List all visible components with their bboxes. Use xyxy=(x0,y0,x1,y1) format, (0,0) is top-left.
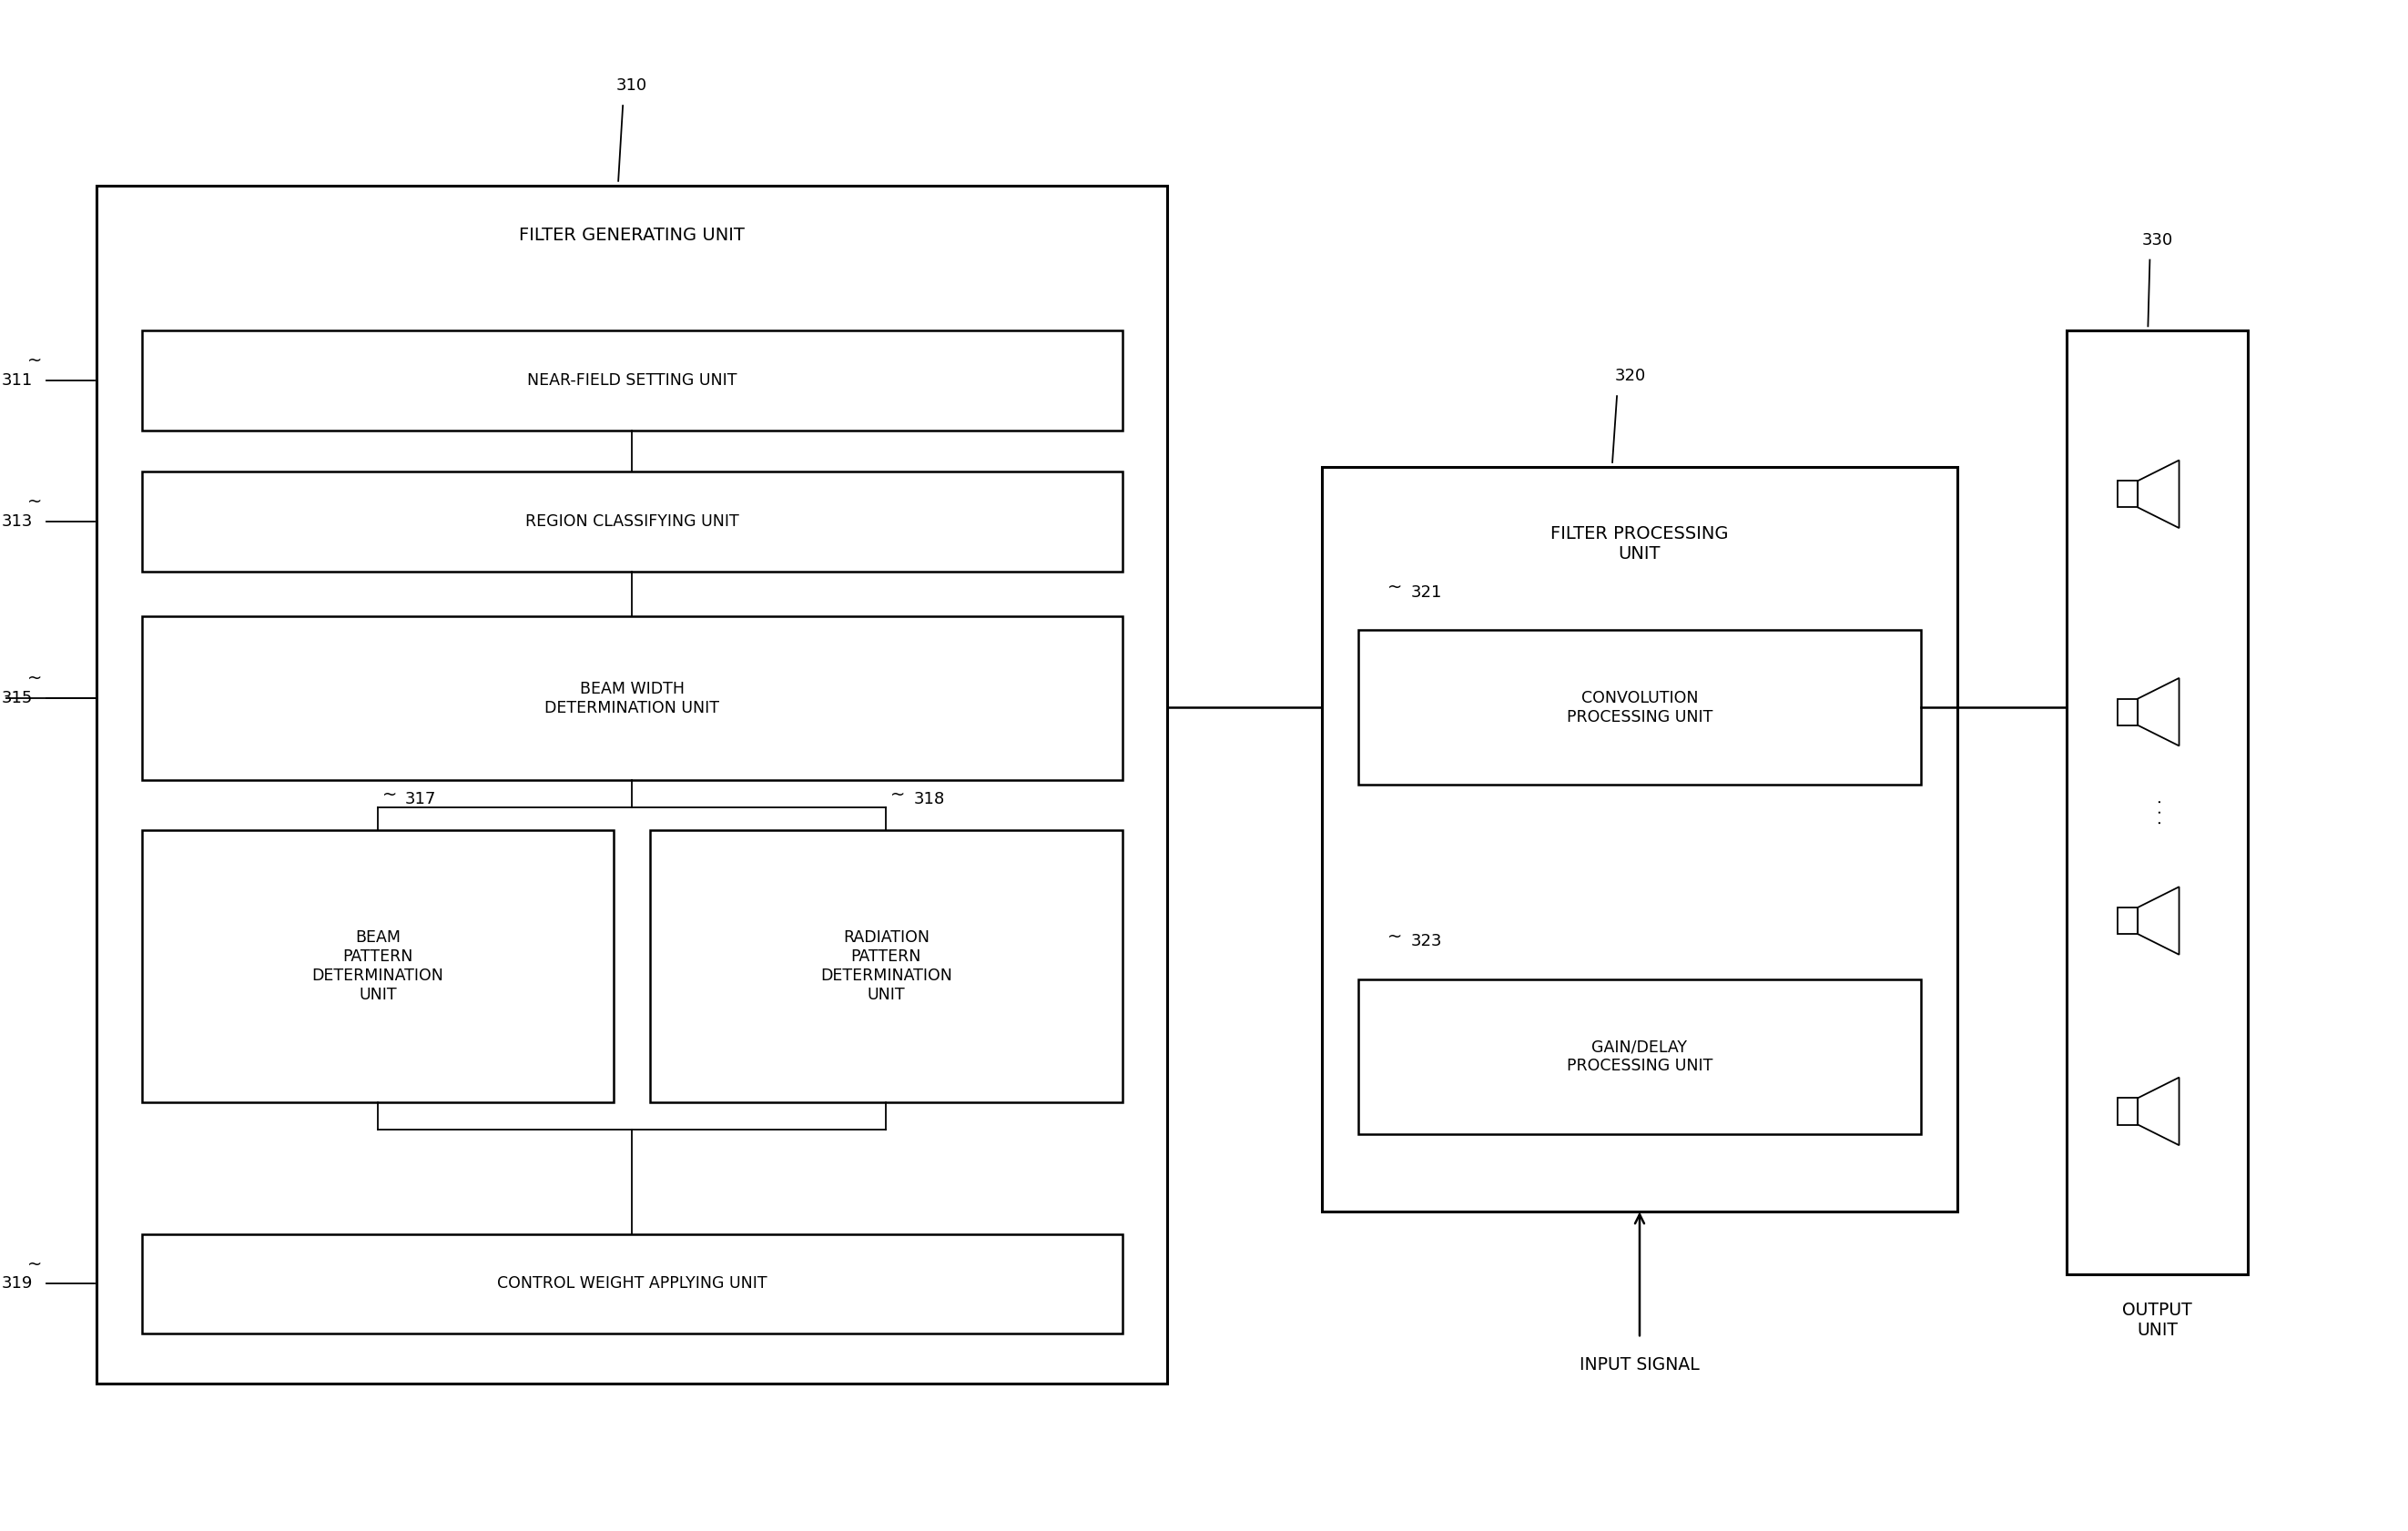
Text: CONTROL WEIGHT APPLYING UNIT: CONTROL WEIGHT APPLYING UNIT xyxy=(496,1275,766,1292)
Polygon shape xyxy=(2138,1078,2179,1145)
FancyBboxPatch shape xyxy=(650,830,1122,1102)
FancyBboxPatch shape xyxy=(142,1234,1122,1334)
Text: 323: 323 xyxy=(1411,934,1442,949)
Polygon shape xyxy=(2138,461,2179,528)
Text: INPUT SIGNAL: INPUT SIGNAL xyxy=(1580,1356,1700,1373)
Text: BEAM
PATTERN
DETERMINATION
UNIT: BEAM PATTERN DETERMINATION UNIT xyxy=(311,929,443,1003)
Text: ~: ~ xyxy=(1387,928,1401,946)
Text: REGION CLASSIFYING UNIT: REGION CLASSIFYING UNIT xyxy=(525,513,739,530)
Text: 330: 330 xyxy=(2141,231,2172,248)
Polygon shape xyxy=(2138,678,2179,746)
FancyBboxPatch shape xyxy=(142,830,614,1102)
Text: ~: ~ xyxy=(26,671,41,687)
Text: 317: 317 xyxy=(405,792,436,807)
Text: 321: 321 xyxy=(1411,583,1442,600)
FancyBboxPatch shape xyxy=(142,472,1122,571)
Text: 318: 318 xyxy=(913,792,944,807)
FancyBboxPatch shape xyxy=(142,331,1122,430)
Text: ~: ~ xyxy=(1387,579,1401,596)
Text: GAIN/DELAY
PROCESSING UNIT: GAIN/DELAY PROCESSING UNIT xyxy=(1568,1040,1712,1075)
Text: FILTER PROCESSING
UNIT: FILTER PROCESSING UNIT xyxy=(1551,525,1729,563)
Text: 315: 315 xyxy=(2,690,34,706)
Text: ~: ~ xyxy=(26,493,41,510)
Text: RADIATION
PATTERN
DETERMINATION
UNIT: RADIATION PATTERN DETERMINATION UNIT xyxy=(821,929,951,1003)
Text: 311: 311 xyxy=(2,372,34,389)
Polygon shape xyxy=(2138,886,2179,955)
Bar xyxy=(2117,1098,2138,1125)
Text: 320: 320 xyxy=(1616,367,1647,384)
Bar xyxy=(2117,908,2138,934)
Text: OUTPUT
UNIT: OUTPUT UNIT xyxy=(2121,1301,2191,1340)
Text: 313: 313 xyxy=(2,513,34,530)
Text: FILTER GENERATING UNIT: FILTER GENERATING UNIT xyxy=(520,227,744,243)
Bar xyxy=(2117,698,2138,726)
Text: ~: ~ xyxy=(26,352,41,371)
FancyBboxPatch shape xyxy=(2066,331,2247,1275)
FancyBboxPatch shape xyxy=(1358,980,1922,1134)
Text: 319: 319 xyxy=(2,1275,34,1292)
FancyBboxPatch shape xyxy=(1322,467,1958,1211)
Text: . . .: . . . xyxy=(2148,799,2165,825)
Text: BEAM WIDTH
DETERMINATION UNIT: BEAM WIDTH DETERMINATION UNIT xyxy=(544,681,720,717)
Text: ~: ~ xyxy=(891,787,905,804)
Text: NEAR-FIELD SETTING UNIT: NEAR-FIELD SETTING UNIT xyxy=(527,372,737,389)
Bar xyxy=(2117,481,2138,507)
Text: ~: ~ xyxy=(26,1255,41,1272)
Text: CONVOLUTION
PROCESSING UNIT: CONVOLUTION PROCESSING UNIT xyxy=(1568,690,1712,726)
Text: 310: 310 xyxy=(616,78,648,93)
FancyBboxPatch shape xyxy=(96,185,1168,1384)
FancyBboxPatch shape xyxy=(142,617,1122,779)
FancyBboxPatch shape xyxy=(1358,631,1922,784)
Text: ~: ~ xyxy=(383,787,397,804)
